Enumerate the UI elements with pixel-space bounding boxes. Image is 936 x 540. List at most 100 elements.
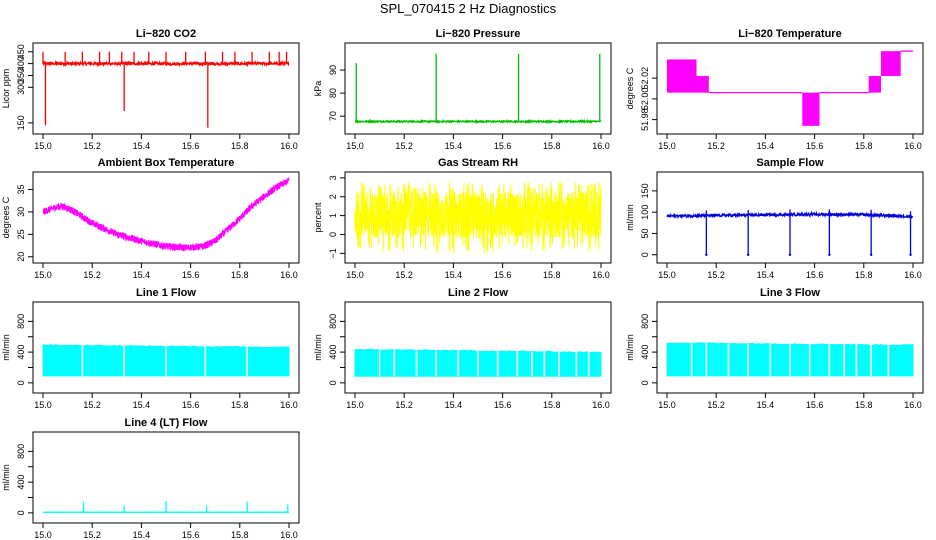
x-tick-label: 15.2 [707, 400, 725, 410]
x-tick-label: 15.4 [445, 400, 463, 410]
y-axis-label: ml/min [1, 334, 11, 361]
x-tick-label: 15.0 [346, 270, 364, 280]
step-block [868, 76, 882, 93]
x-tick-label: 15.8 [543, 141, 561, 151]
panel-temperature: Li−820 Temperature degrees C 15.0 15.2 15.4 1… [625, 28, 924, 151]
plot-frame [656, 42, 924, 135]
panel-title: Line 4 (LT) Flow [125, 417, 208, 429]
y-axis-label: kPa [313, 81, 323, 97]
y-tick-label: 150 [16, 115, 26, 130]
x-tick-label: 15.4 [757, 400, 775, 410]
x-tick-label: 15.6 [806, 270, 824, 280]
x-tick-label: 15.6 [182, 141, 200, 151]
y-axis-label: ml/min [313, 334, 323, 361]
y-tick-label: 25 [16, 229, 26, 239]
panel-ambient: Ambient Box Temperature degrees C 15.0 15.2… [1, 157, 300, 280]
x-tick-label: 15.2 [395, 400, 413, 410]
plot-frame [656, 301, 924, 394]
y-axis-label: ml/min [1, 464, 11, 491]
x-tick-label: 15.8 [855, 270, 873, 280]
y-tick-label: 2 [328, 194, 338, 199]
y-tick-label: 3 [328, 175, 338, 180]
x-tick-label: 15.0 [34, 270, 52, 280]
x-tick-label: 15.8 [855, 400, 873, 410]
dip-point [788, 253, 792, 256]
step-block [802, 92, 820, 126]
x-tick-label: 16.0 [592, 270, 610, 280]
series-line [354, 118, 602, 125]
x-tick-label: 15.4 [757, 270, 775, 280]
panel-co2: Li−820 CO2 Licor ppm 15.0 15.2 15.4 15.6 15.8 1… [1, 28, 300, 151]
x-tick-label: 15.4 [445, 270, 463, 280]
panel-title: Li−820 Pressure [436, 28, 521, 40]
y-tick-label: 0 [640, 380, 650, 385]
y-tick-label: 350 [16, 68, 26, 83]
y-tick-label: 0 [328, 380, 338, 385]
x-tick-label: 15.0 [34, 530, 52, 540]
dip-point [705, 253, 708, 256]
x-tick-label: 15.4 [133, 400, 151, 410]
x-tick-label: 15.4 [757, 141, 775, 151]
y-tick-label: 100 [640, 205, 650, 220]
plot-frame [656, 171, 924, 264]
y-tick-label: 80 [328, 88, 338, 98]
y-axis-label: Licor ppm [1, 69, 11, 109]
y-tick-label: 400 [16, 345, 26, 360]
y-tick-label: 0 [16, 510, 26, 515]
panel-line3: Line 3 Flow ml/min 15.0 15.2 15.4 15.6 15.8 16.… [625, 287, 924, 410]
y-tick-label: 0 [640, 252, 650, 257]
y-tick-label: 800 [16, 314, 26, 329]
x-tick-label: 15.8 [231, 530, 249, 540]
x-tick-label: 15.8 [231, 141, 249, 151]
series-line [42, 177, 290, 253]
x-tick-label: 15.8 [543, 400, 561, 410]
y-tick-label: 400 [16, 475, 26, 490]
panel-line1: Line 1 Flow ml/min 15.0 15.2 15.4 15.6 15.8 16.… [1, 287, 300, 410]
x-tick-label: 15.8 [231, 400, 249, 410]
y-tick-label: 400 [16, 56, 26, 71]
plot-frame [32, 171, 300, 264]
x-tick-label: 15.2 [395, 141, 413, 151]
x-tick-label: 16.0 [904, 400, 922, 410]
panel-line4: Line 4 (LT) Flow ml/min 15.0 15.2 15.4 15.6 15… [1, 417, 300, 540]
x-tick-label: 15.0 [34, 141, 52, 151]
panel-sample_flow: Sample Flow ml/min 15.0 15.2 15.4 15.6 15.8 16.… [625, 157, 924, 280]
x-tick-label: 15.8 [543, 270, 561, 280]
y-tick-label: 400 [640, 345, 650, 360]
y-tick-label: 800 [640, 314, 650, 329]
x-tick-label: 15.6 [182, 400, 200, 410]
x-tick-label: 15.2 [83, 141, 101, 151]
panel-title: Line 2 Flow [448, 287, 508, 299]
step-block [881, 51, 901, 77]
panel-line2: Line 2 Flow ml/min 15.0 15.2 15.4 15.6 15.8 16.… [313, 287, 612, 410]
x-tick-label: 15.6 [182, 530, 200, 540]
x-tick-label: 15.0 [346, 141, 364, 151]
panel-title: Li−820 CO2 [136, 28, 196, 40]
y-axis-label: ml/min [625, 204, 635, 231]
x-tick-label: 15.8 [231, 270, 249, 280]
x-tick-label: 15.4 [133, 530, 151, 540]
y-axis-label: ml/min [625, 334, 635, 361]
y-axis-label: percent [313, 202, 323, 233]
y-tick-label: 800 [328, 314, 338, 329]
x-tick-label: 16.0 [904, 141, 922, 151]
panel-title: Line 1 Flow [136, 287, 196, 299]
x-tick-label: 15.0 [658, 270, 676, 280]
y-tick-label: 450 [16, 44, 26, 59]
step-block [667, 59, 697, 93]
y-axis-label: degrees C [1, 196, 11, 238]
y-tick-label: 70 [328, 111, 338, 121]
step-block [696, 76, 709, 93]
y-tick-label: 400 [328, 345, 338, 360]
y-tick-label: 35 [16, 184, 26, 194]
plot-frame [344, 171, 612, 264]
y-tick-label: 0 [16, 380, 26, 385]
x-tick-label: 16.0 [280, 270, 298, 280]
panel-title: Ambient Box Temperature [98, 157, 235, 169]
x-tick-label: 16.0 [592, 400, 610, 410]
y-tick-label: 800 [16, 444, 26, 459]
plot-frame [344, 301, 612, 394]
x-tick-label: 15.2 [707, 141, 725, 151]
panel-pressure: Li−820 Pressure kPa 15.0 15.2 15.4 15.6 15.8 16… [313, 28, 612, 151]
